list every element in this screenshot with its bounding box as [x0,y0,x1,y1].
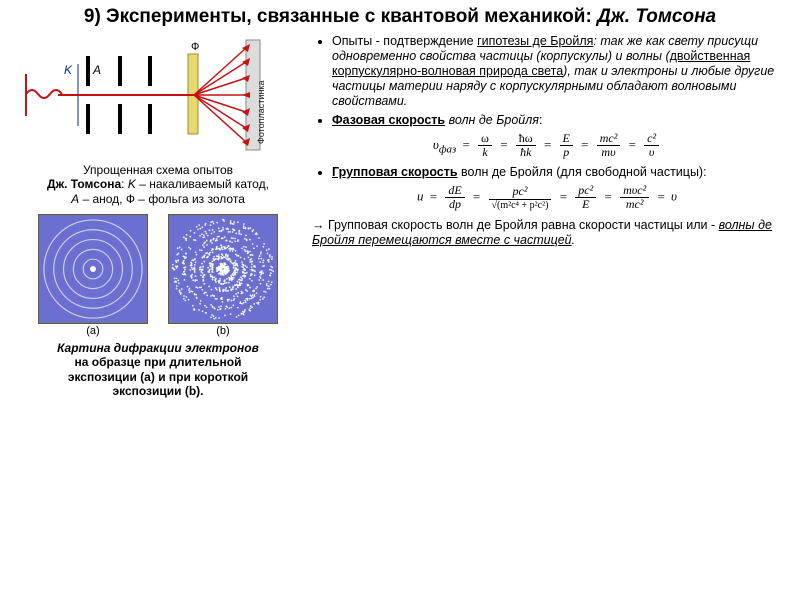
pattern-b [168,214,278,324]
pattern-a-label: (a) [38,325,148,337]
bullet-2: Фазовая скорость волн де Бройля: [332,113,782,128]
fig1-caption: Упрощенная схема опытов Дж. Томсона: K –… [18,163,298,206]
pattern-b-label: (b) [168,325,278,337]
svg-text:Фотопластинка: Фотопластинка [256,80,266,144]
bullet-3: Групповая скорость волн де Бройля (для с… [332,165,782,180]
pattern-a [38,214,148,324]
formula-group-velocity: u = dEdp = pc²√(m²c⁴ + p²c²) = pc²E = mυ… [312,184,782,211]
formula-phase-velocity: υфаз = ωk = ħωħk = Ep = mc²mυ = c²υ [312,132,782,159]
svg-text:A: A [92,63,101,77]
bullet-1: Опыты - подтверждение гипотезы де Бройля… [332,34,782,109]
right-column: Опыты - подтверждение гипотезы де Бройля… [312,34,782,399]
schematic-svg: Фотопластинка Ф K A [18,34,278,156]
title-prefix: 9) Эксперименты, связанные с квантовой м… [84,6,597,27]
svg-text:K: K [64,63,73,77]
fig1-cap-l1: Упрощенная схема опытов [83,163,233,177]
page-title: 9) Эксперименты, связанные с квантовой м… [18,6,782,28]
svg-text:Ф: Ф [191,41,199,53]
title-name: Дж. Томсона [597,6,716,27]
fig2-caption: Картина дифракции электронов на образце … [18,341,298,399]
conclusion: → Групповая скорость волн де Бройля равн… [312,218,782,248]
diffraction-patterns: (a) (b) [18,214,298,337]
left-column: Фотопластинка Ф K A [18,34,298,399]
fig1-cap-name: Дж. Томсона [47,177,121,191]
